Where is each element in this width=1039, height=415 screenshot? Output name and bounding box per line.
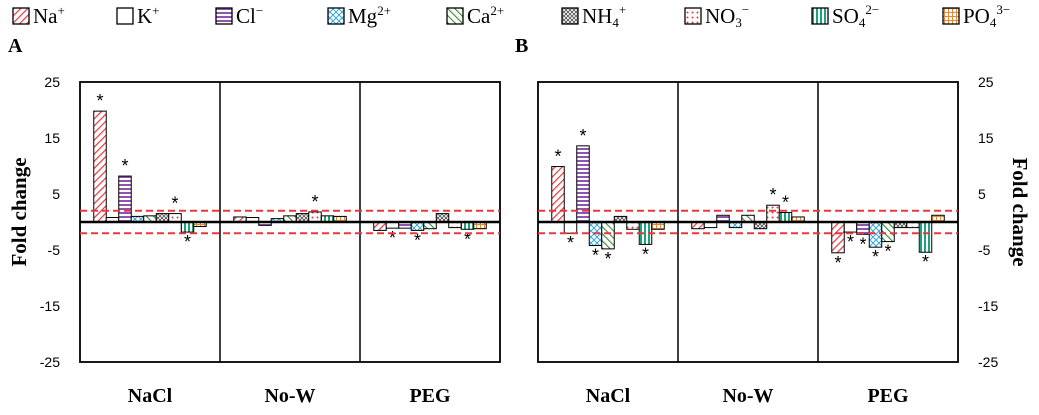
legend-label: SO42− xyxy=(832,2,879,30)
bar-nacl-5 xyxy=(155,213,170,223)
significance-marker: * xyxy=(171,194,178,214)
legend-label: NO3− xyxy=(705,2,749,30)
category-label: No-W xyxy=(264,385,315,407)
legend-label: Mg2+ xyxy=(348,3,391,28)
significance-marker: * xyxy=(782,192,789,212)
y-tick-label: -5 xyxy=(48,242,61,258)
y-tick-label: 25 xyxy=(44,74,60,90)
bar-no-w-6 xyxy=(308,211,322,223)
significance-marker: * xyxy=(922,252,929,272)
significance-marker: * xyxy=(184,232,191,252)
bar-nacl-1 xyxy=(563,221,578,234)
significance-marker: * xyxy=(834,253,841,273)
category-label: No-W xyxy=(722,385,773,407)
bar-no-w-5 xyxy=(295,213,310,223)
significance-marker: * xyxy=(121,156,128,176)
legend-item: K+ xyxy=(116,3,160,28)
significance-marker: * xyxy=(884,242,891,262)
significance-marker: * xyxy=(592,246,599,266)
legend-item: NO3− xyxy=(684,2,749,30)
bar-no-w-7 xyxy=(778,211,793,223)
legend-swatch xyxy=(561,7,579,25)
bar-peg-3 xyxy=(868,221,883,248)
significance-marker: * xyxy=(567,233,574,253)
legend-label: NH4+ xyxy=(582,2,626,30)
legend-swatch xyxy=(327,7,345,25)
legend-item: Mg2+ xyxy=(327,3,391,28)
significance-marker: * xyxy=(96,91,103,111)
legend-swatch xyxy=(116,7,134,25)
y-axis-label-left: Fold change xyxy=(7,157,31,266)
significance-marker: * xyxy=(311,192,318,212)
legend-item: Cl− xyxy=(215,3,263,28)
panel-a: * * * * NaCl * No-W * * * PEG A xyxy=(8,35,501,407)
bar-nacl-0 xyxy=(93,110,107,223)
significance-marker: * xyxy=(389,228,396,248)
significance-marker: * xyxy=(604,249,611,269)
legend-label: Ca2+ xyxy=(467,3,504,28)
legend-swatch xyxy=(684,7,702,25)
bar-nacl-7 xyxy=(180,221,195,233)
significance-marker: * xyxy=(642,244,649,264)
bar-peg-1 xyxy=(843,221,858,233)
y-tick-label: -25 xyxy=(40,354,60,370)
significance-marker: * xyxy=(579,126,586,146)
y-axis-label-right: Fold change xyxy=(1008,157,1032,266)
category-label: NaCl xyxy=(586,385,631,407)
panel-label: A xyxy=(8,35,23,57)
significance-marker: * xyxy=(554,147,561,167)
bar-no-w-6 xyxy=(766,204,780,223)
legend-swatch xyxy=(811,7,829,25)
legend-swatch xyxy=(446,7,464,25)
y-tick-label: -25 xyxy=(978,354,998,370)
category-label: NaCl xyxy=(128,385,173,407)
significance-marker: * xyxy=(414,230,421,250)
y-tick-label: -15 xyxy=(40,298,60,314)
y-tick-label: 5 xyxy=(52,186,60,202)
legend-swatch xyxy=(12,7,30,25)
y-tick-label: 25 xyxy=(978,74,994,90)
bar-peg-5 xyxy=(435,213,450,223)
y-tick-label: 5 xyxy=(978,186,986,202)
legend-label: Cl− xyxy=(236,3,263,28)
significance-marker: * xyxy=(464,229,471,249)
bar-peg-0 xyxy=(373,221,387,231)
bar-nacl-4 xyxy=(601,221,615,250)
significance-marker: * xyxy=(769,185,776,205)
y-tick-label: -15 xyxy=(978,298,998,314)
legend-label: Na+ xyxy=(33,3,65,28)
y-axis-right: 25 15 5 -5 -15 -25 xyxy=(978,74,998,370)
panel-label: B xyxy=(515,35,528,57)
significance-marker: * xyxy=(872,247,879,267)
y-tick-label: 15 xyxy=(44,130,60,146)
bar-peg-4 xyxy=(881,221,895,243)
y-axis-left: 25 15 5 -5 -15 -25 xyxy=(40,74,60,370)
bar-peg-0 xyxy=(831,221,845,254)
legend-label: PO43− xyxy=(963,2,1010,30)
legend: Na+ K+ Cl− Mg2+ Ca2+ NH4+ NO3− SO42− PO43− xyxy=(12,2,1010,30)
significance-marker: * xyxy=(847,232,854,252)
legend-item: Na+ xyxy=(12,3,65,28)
legend-item: NH4+ xyxy=(561,2,626,30)
y-tick-label: -5 xyxy=(978,242,991,258)
bar-nacl-2 xyxy=(118,175,132,223)
y-tick-label: 15 xyxy=(978,130,994,146)
bar-peg-7 xyxy=(918,221,933,253)
legend-swatch xyxy=(215,7,233,25)
category-label: PEG xyxy=(409,385,451,407)
bar-nacl-6 xyxy=(168,213,182,223)
category-label: PEG xyxy=(867,385,909,407)
legend-item: Ca2+ xyxy=(446,3,504,28)
bar-peg-3 xyxy=(410,221,425,231)
legend-item: SO42− xyxy=(811,2,879,30)
legend-item: PO43− xyxy=(942,2,1010,30)
legend-label: K+ xyxy=(137,3,160,28)
significance-marker: * xyxy=(859,234,866,254)
legend-swatch xyxy=(942,7,960,25)
bar-nacl-0 xyxy=(551,166,565,223)
